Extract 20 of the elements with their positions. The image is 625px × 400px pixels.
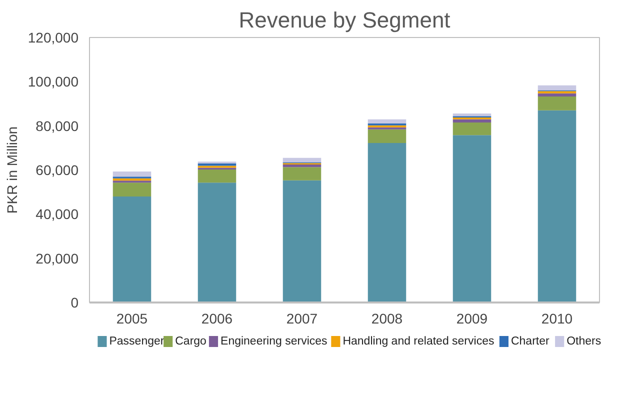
- y-tick-label: 0: [70, 294, 79, 310]
- y-axis-title: PKR in Million: [4, 126, 20, 214]
- x-tick-label: 2006: [201, 310, 233, 326]
- x-tick-label: 2007: [286, 310, 318, 326]
- y-tick-label: 100,000: [28, 74, 79, 90]
- y-tick-label: 80,000: [36, 118, 79, 134]
- y-tick-label: 40,000: [36, 206, 79, 222]
- legend-label: Handling and related services: [342, 336, 494, 348]
- legend-label: Charter: [510, 336, 550, 348]
- y-tick-label: 60,000: [36, 162, 79, 178]
- x-tick-label: 2005: [116, 310, 148, 326]
- legend-label: Engineering services: [220, 336, 328, 348]
- x-tick-label: 2008: [371, 310, 403, 326]
- legend-label: Cargo: [175, 336, 206, 348]
- y-tick-label: 120,000: [28, 30, 79, 46]
- legend-label: Others: [566, 336, 602, 348]
- x-tick-label: 2010: [541, 310, 573, 326]
- y-tick-label: 20,000: [36, 250, 79, 266]
- chart-title: Revenue by Segment: [238, 8, 450, 32]
- x-tick-label: 2009: [456, 310, 488, 326]
